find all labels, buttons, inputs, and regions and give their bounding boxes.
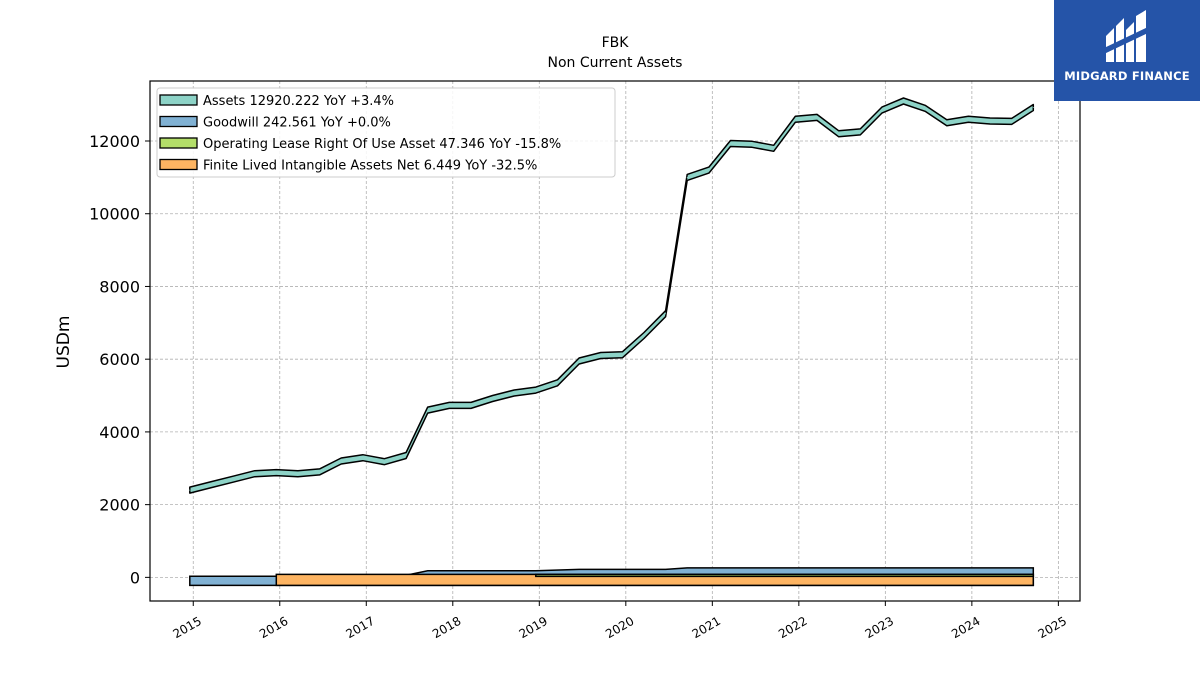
data-point [254, 473, 256, 475]
x-tick-label: 2017 [344, 614, 377, 641]
data-point [924, 107, 926, 109]
data-point [405, 455, 407, 456]
data-point [665, 313, 667, 315]
data-point [470, 404, 472, 406]
x-tick-label: 2022 [776, 614, 809, 641]
data-point [448, 404, 450, 406]
data-point [275, 472, 277, 474]
data-point [708, 169, 710, 171]
legend-label: Operating Lease Right Of Use Asset 47.34… [203, 137, 561, 152]
x-tick-label: 2019 [517, 614, 550, 641]
series-layer [189, 97, 1035, 587]
legend-swatch [159, 158, 198, 171]
y-tick-label: 10000 [89, 205, 140, 224]
legend-label: Finite Lived Intangible Assets Net 6.449… [203, 159, 537, 174]
data-point [189, 489, 191, 491]
y-tick-label: 0 [130, 568, 140, 587]
x-tick-label: 2016 [257, 614, 290, 641]
data-point [881, 109, 883, 111]
data-point [1032, 107, 1034, 108]
data-point [557, 382, 558, 384]
legend: Assets 12920.222 YoY +3.4% Goodwill 242.5… [156, 87, 616, 178]
legend-box [156, 87, 616, 178]
x-tick-label: 2018 [430, 614, 463, 641]
data-point [859, 131, 861, 133]
x-tick-label: 2020 [603, 614, 636, 641]
ticks: 2015 2016 2017 2018 2019 2020 2021 2022 2023 2024… [89, 132, 1069, 641]
data-point [773, 147, 775, 149]
data-point [686, 176, 688, 178]
chart-subtitle: Non Current Assets [548, 55, 683, 71]
x-tick-label: 2023 [863, 614, 896, 641]
y-tick-label: 8000 [99, 277, 140, 296]
data-point [492, 398, 494, 399]
x-tick-label: 2015 [171, 614, 204, 641]
data-point [319, 471, 321, 473]
data-point [816, 116, 818, 118]
y-tick-label: 6000 [99, 350, 140, 369]
data-point [578, 360, 580, 362]
data-point [946, 122, 948, 124]
data-point [643, 335, 645, 336]
data-point [535, 389, 537, 391]
plot-frame [149, 80, 1081, 602]
legend-swatch [159, 137, 198, 149]
chart-title: FBK [602, 35, 630, 51]
data-point [210, 484, 212, 486]
data-point [383, 461, 385, 463]
data-point [513, 392, 515, 394]
legend-label: Goodwill 242.561 YoY +0.0% [203, 116, 391, 131]
data-point [232, 478, 234, 480]
legend-label: Assets 12920.222 YoY +3.4% [203, 94, 394, 109]
x-tick-label: 2025 [1036, 614, 1069, 641]
legend-swatch [159, 94, 198, 106]
y-tick-label: 2000 [99, 496, 140, 515]
x-tick-label: 2024 [949, 614, 982, 641]
data-point [1011, 120, 1013, 122]
data-point [967, 118, 969, 120]
data-point [340, 460, 342, 462]
data-point [838, 133, 840, 135]
data-point [297, 473, 299, 475]
legend-swatch [159, 115, 198, 128]
brand-name: MIDGARD FINANCE [1064, 69, 1190, 83]
data-point [427, 409, 429, 411]
data-point [794, 118, 796, 120]
x-tick-label: 2021 [690, 614, 723, 641]
brand-mark-icon [1104, 10, 1150, 62]
y-axis-label: USDm [54, 316, 74, 369]
brand-logo: MIDGARD FINANCE [1054, 0, 1200, 101]
data-point [751, 143, 753, 145]
data-point [362, 457, 364, 459]
data-point [600, 355, 602, 356]
data-point [989, 120, 991, 122]
y-tick-label: 4000 [99, 423, 140, 442]
data-point [621, 354, 623, 356]
series-line-assets [189, 97, 1035, 494]
series-area-operating-lease-right-of-use-asset [535, 573, 1035, 578]
data-point [730, 143, 731, 144]
data-point [903, 100, 904, 102]
y-tick-label: 12000 [89, 132, 140, 151]
